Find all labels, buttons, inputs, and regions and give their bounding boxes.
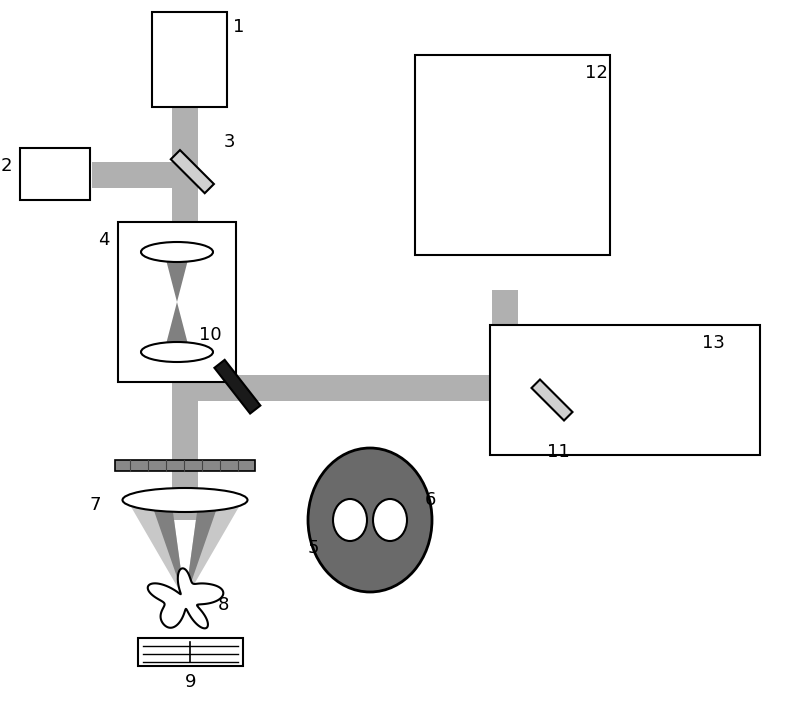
Bar xyxy=(138,638,243,666)
Text: 8: 8 xyxy=(218,596,230,614)
Text: 11: 11 xyxy=(547,443,570,461)
Text: 9: 9 xyxy=(185,673,196,691)
Bar xyxy=(490,375,665,401)
Bar xyxy=(492,290,518,388)
Text: 1: 1 xyxy=(233,18,245,36)
Ellipse shape xyxy=(122,488,248,512)
Text: 7: 7 xyxy=(90,496,102,514)
Bar xyxy=(115,460,255,471)
Text: 13: 13 xyxy=(702,334,725,352)
Bar xyxy=(532,379,573,421)
Polygon shape xyxy=(185,505,240,600)
Bar xyxy=(415,55,610,255)
Text: 5: 5 xyxy=(308,539,320,557)
Polygon shape xyxy=(185,505,218,600)
Ellipse shape xyxy=(141,342,213,362)
Ellipse shape xyxy=(373,499,407,541)
Bar xyxy=(152,12,227,107)
Bar xyxy=(490,325,760,455)
Bar xyxy=(170,150,214,193)
Bar xyxy=(215,360,260,414)
Polygon shape xyxy=(130,505,185,600)
Ellipse shape xyxy=(333,499,367,541)
Bar xyxy=(20,148,90,200)
Polygon shape xyxy=(152,505,185,600)
Text: 12: 12 xyxy=(585,64,608,82)
Bar xyxy=(172,108,198,460)
Bar xyxy=(172,460,198,505)
Ellipse shape xyxy=(141,242,213,262)
Bar xyxy=(118,222,236,382)
Bar xyxy=(185,375,490,401)
Polygon shape xyxy=(164,302,190,352)
Text: 6: 6 xyxy=(425,491,436,509)
Text: 2: 2 xyxy=(1,157,12,175)
Text: 10: 10 xyxy=(199,326,222,344)
Polygon shape xyxy=(164,252,190,302)
Text: 3: 3 xyxy=(224,133,235,151)
Bar xyxy=(172,505,198,520)
Bar xyxy=(92,162,185,188)
Text: 4: 4 xyxy=(99,231,110,249)
Polygon shape xyxy=(148,569,223,628)
Ellipse shape xyxy=(308,448,432,592)
